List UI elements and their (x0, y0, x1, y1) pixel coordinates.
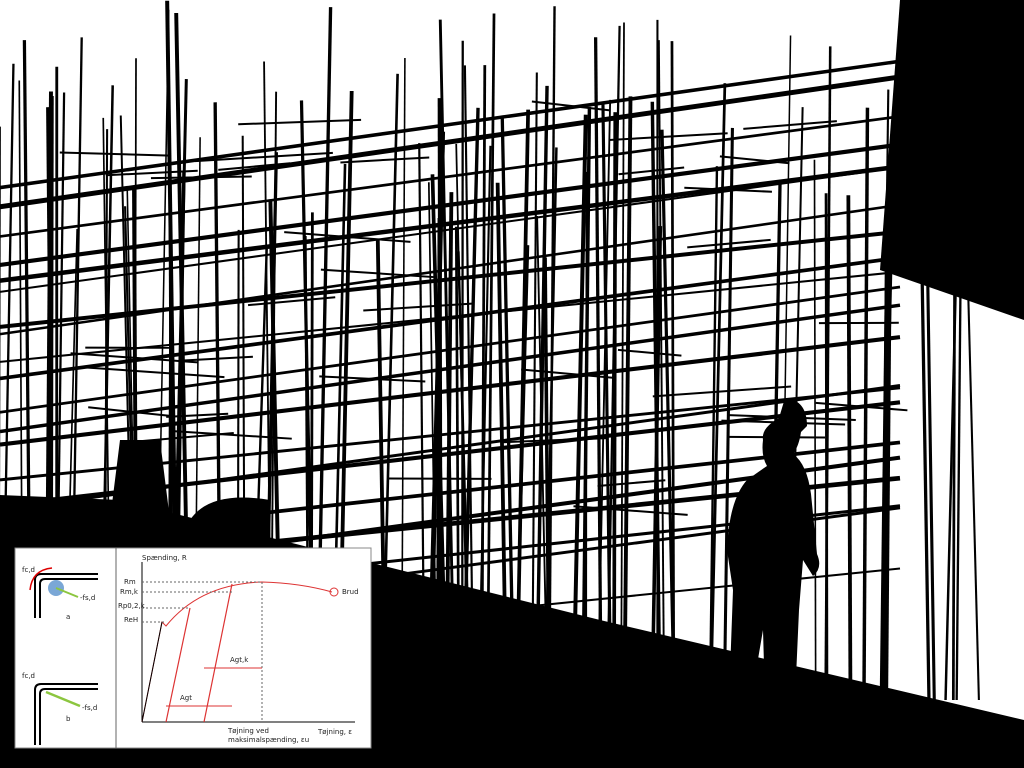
stress-label: ReH (124, 616, 138, 624)
rebar (670, 41, 676, 701)
rebar (622, 96, 633, 701)
rebar (608, 132, 728, 142)
rebar (247, 296, 336, 307)
rebar (815, 401, 908, 412)
rebar (183, 355, 253, 362)
inset-frame (14, 547, 372, 749)
inset: fc,d -fs,d a fc,d -fs,d b Spænding, R Tø… (14, 547, 372, 749)
rebar (0, 142, 901, 268)
rebar (150, 175, 252, 180)
machinery (110, 440, 270, 540)
rebar (238, 118, 362, 126)
rebar (70, 352, 198, 364)
x-axis-label: Tøjning, ε (317, 728, 352, 736)
elongation-arrow (166, 667, 262, 707)
rebar (86, 366, 225, 379)
stress-label: Rp0,2,k (118, 602, 146, 610)
rebar (722, 127, 734, 701)
worker (727, 398, 820, 700)
rebar (612, 112, 618, 701)
rebar (708, 166, 719, 701)
rebar (652, 385, 792, 398)
rebar (486, 13, 496, 701)
rebar (862, 107, 870, 701)
fracture-mark (329, 587, 339, 597)
label: fc,d (22, 566, 35, 574)
rebar (0, 229, 901, 329)
rebar (593, 37, 603, 701)
rebar (340, 156, 430, 164)
rebar (743, 120, 837, 130)
fracture-label: Brud (342, 588, 359, 596)
rebar (813, 159, 817, 701)
rebar (0, 115, 901, 238)
rebar (0, 285, 901, 414)
rebar (597, 479, 666, 487)
rebar (684, 186, 772, 193)
rebar (531, 100, 611, 112)
rebar (573, 505, 688, 516)
rebar (0, 59, 901, 190)
force (45, 690, 81, 708)
rebar (0, 303, 901, 434)
rebar (719, 155, 790, 165)
rebar (824, 193, 829, 701)
rebar (0, 74, 901, 210)
rebar (218, 162, 291, 171)
elongation-label: Agt,k (230, 656, 249, 664)
rebar (531, 72, 538, 701)
rebar (319, 375, 426, 383)
building (880, 0, 1024, 320)
force (55, 587, 79, 598)
arrow (29, 567, 53, 591)
elongation-label: Agt (180, 694, 192, 702)
unloading-line (165, 583, 233, 723)
caption: a (66, 613, 70, 621)
strain-label: Tøjning ved (227, 727, 269, 735)
guide-line (142, 581, 263, 722)
rebar (502, 437, 608, 444)
rebar (620, 22, 625, 701)
rebar (687, 238, 771, 249)
strain-label: maksimalspænding, εu (228, 736, 309, 744)
rebar (925, 223, 936, 701)
stress-label: Rm (124, 578, 136, 586)
rebar (174, 430, 292, 440)
label: -fs,d (82, 704, 97, 712)
rebar (59, 151, 171, 157)
caption: b (66, 715, 71, 723)
rebar (88, 406, 171, 417)
bar-bend (34, 683, 98, 745)
rebar (363, 302, 474, 312)
rebar (0, 164, 901, 283)
rebar (0, 335, 901, 447)
rebar (521, 368, 616, 379)
stress-strain-curve (141, 581, 333, 723)
rebar (617, 348, 682, 357)
rebar (0, 203, 901, 336)
rebar (657, 40, 666, 701)
rebar (0, 166, 901, 293)
label: fc,d (22, 672, 35, 680)
rebar (166, 412, 229, 418)
rebar (195, 151, 333, 163)
elastic-line (141, 621, 163, 723)
y-axis-label: Spænding, R (142, 554, 187, 562)
rebar (660, 129, 676, 701)
rebar (320, 268, 434, 279)
rebar (618, 166, 685, 176)
stress-label: Rm,k (120, 588, 139, 596)
rebar (105, 169, 198, 177)
label: -fs,d (80, 594, 95, 602)
rebar (284, 231, 411, 243)
rebar (534, 85, 549, 701)
